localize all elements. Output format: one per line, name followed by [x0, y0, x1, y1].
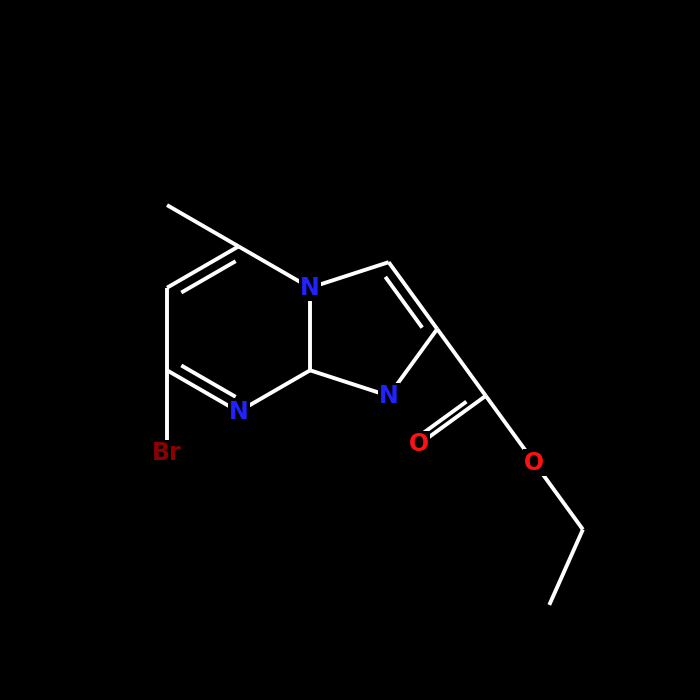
Text: N: N [229, 400, 248, 424]
Text: N: N [379, 384, 398, 408]
Text: O: O [524, 451, 545, 475]
Text: Br: Br [152, 441, 182, 465]
Text: O: O [409, 433, 429, 456]
Text: N: N [300, 276, 320, 300]
